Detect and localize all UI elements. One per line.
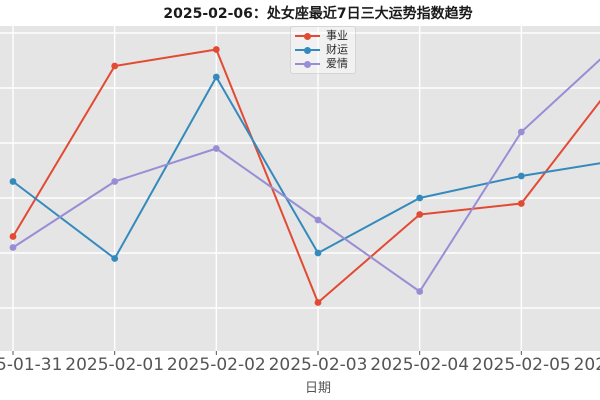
x-tick-label: 2025-01-31 — [0, 355, 63, 375]
chart-title: 2025-02-06：处女座最近7日三大运势指数趋势 — [163, 6, 473, 22]
legend-item-love: 爱情 — [295, 58, 348, 70]
data-point-love — [517, 128, 525, 136]
legend-marker-love — [295, 60, 320, 69]
legend-item-wealth: 财运 — [295, 44, 348, 56]
data-point-wealth — [416, 194, 424, 202]
legend: 事业 财运 爱情 — [290, 26, 356, 74]
data-point-wealth — [111, 255, 119, 262]
data-point-career — [212, 46, 220, 53]
series-layer — [9, 46, 600, 306]
data-point-career — [111, 62, 119, 70]
data-point-wealth — [9, 178, 17, 185]
x-tick-label: 2025-02-02 — [166, 355, 266, 375]
legend-label-career: 事业 — [326, 29, 348, 42]
legend-marker-career — [295, 32, 320, 41]
data-point-love — [111, 178, 119, 185]
data-point-love — [212, 145, 220, 152]
x-tick-label: 2025-02-05 — [471, 355, 571, 375]
plot-area — [0, 26, 600, 351]
data-point-wealth — [517, 172, 525, 180]
legend-item-career: 事业 — [295, 30, 348, 42]
data-point-career — [517, 200, 525, 207]
data-point-love — [416, 288, 424, 295]
data-point-wealth — [212, 73, 220, 81]
data-point-career — [9, 233, 17, 240]
x-tick-label: 2025-02-01 — [65, 355, 165, 375]
data-point-wealth — [314, 249, 322, 257]
data-point-career — [416, 211, 424, 218]
x-tick-label: 2025-02-03 — [268, 355, 368, 375]
legend-label-love: 爱情 — [326, 57, 348, 70]
x-tick-label: 2025-02-06 — [573, 355, 600, 375]
data-point-love — [9, 244, 17, 251]
x-axis-label: 日期 — [304, 381, 332, 396]
legend-marker-wealth — [295, 46, 320, 55]
legend-label-wealth: 财运 — [326, 43, 348, 56]
x-tick-marks — [12, 351, 522, 355]
data-point-career — [314, 299, 322, 306]
data-point-love — [314, 216, 322, 224]
x-tick-label: 2025-02-04 — [370, 355, 470, 375]
